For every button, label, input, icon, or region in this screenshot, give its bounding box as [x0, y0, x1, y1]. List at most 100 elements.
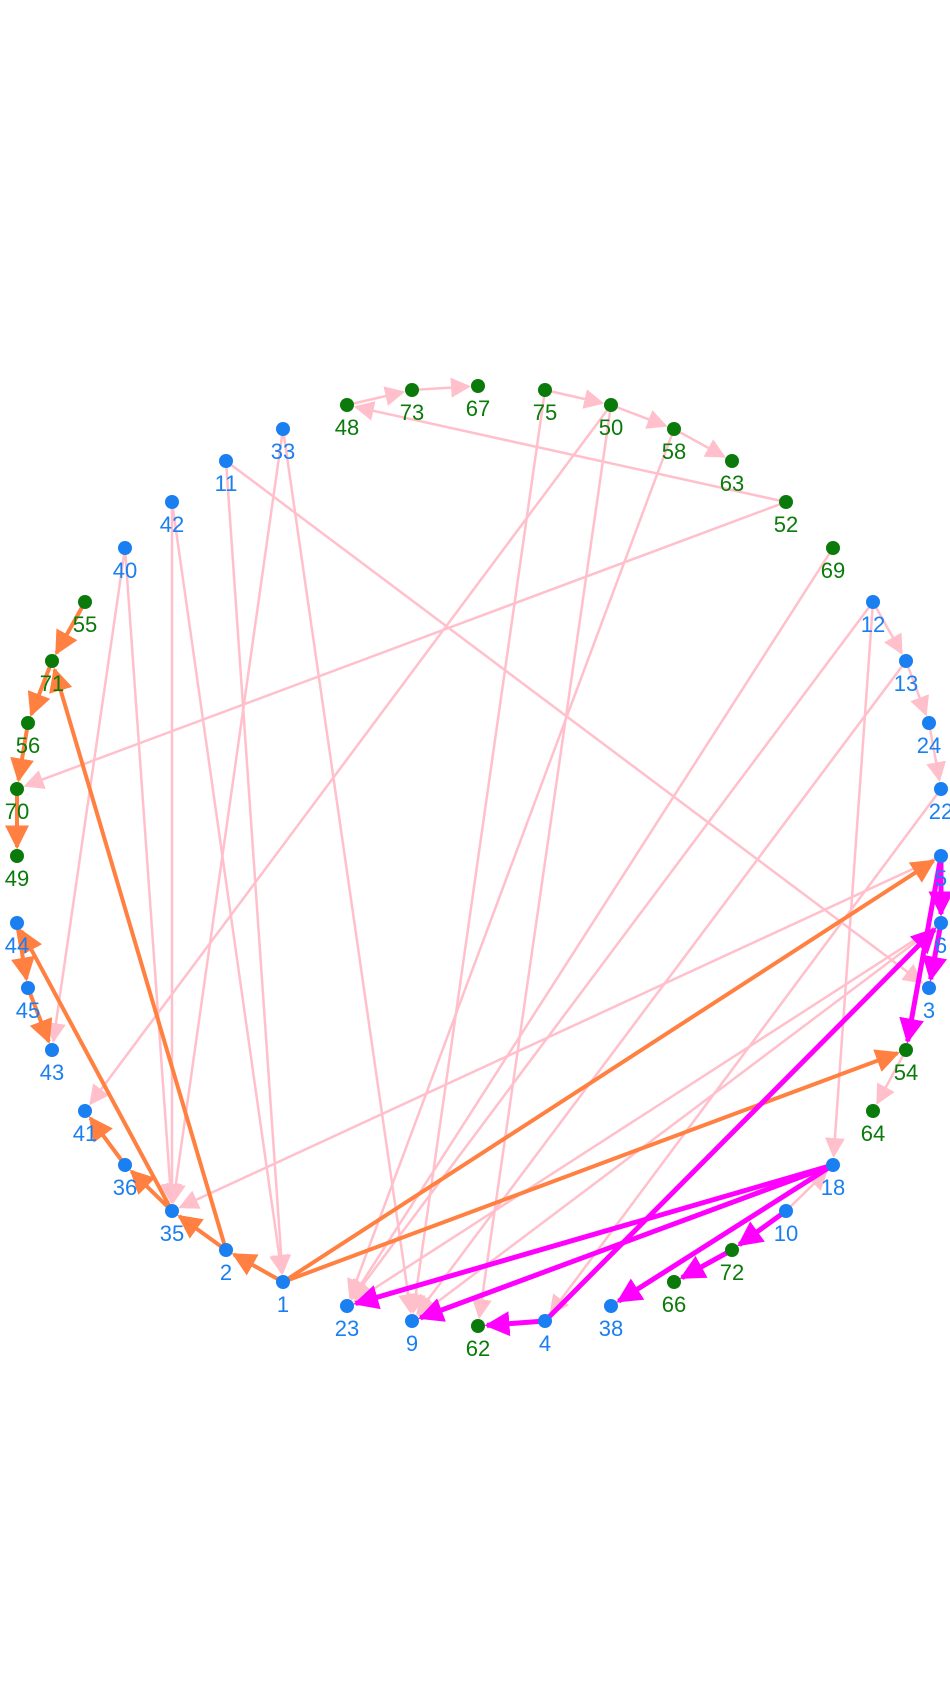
node-24: 24 [917, 716, 941, 758]
edge-12-to-18 [824, 601, 875, 1159]
node-label: 58 [662, 439, 686, 464]
node-label: 6 [935, 933, 947, 958]
node-18: 18 [821, 1158, 845, 1200]
node-9: 9 [405, 1314, 419, 1356]
node-label: 4 [539, 1331, 551, 1356]
edge-6-to-3 [922, 922, 948, 982]
node-dot [934, 782, 948, 796]
edge-6-to-23 [352, 921, 942, 1303]
edge-33-to-35 [165, 428, 285, 1205]
edge-50-to-62 [471, 404, 613, 1320]
node-label: 50 [599, 415, 623, 440]
node-dot [118, 541, 132, 555]
node-40: 40 [113, 541, 137, 583]
node-dot [538, 383, 552, 397]
node-dot [725, 1243, 739, 1257]
node-dot [899, 654, 913, 668]
edge-50-to-41 [89, 404, 613, 1106]
edge-4-to-6 [543, 927, 937, 1323]
node-dot [471, 379, 485, 393]
node-label: 69 [821, 558, 845, 583]
node-64: 64 [861, 1104, 885, 1146]
edge-10-to-72 [737, 1208, 788, 1247]
node-23: 23 [335, 1299, 359, 1341]
edge-6-to-9 [417, 922, 942, 1317]
node-dot [45, 1043, 59, 1057]
node-label: 64 [861, 1121, 885, 1146]
edge-33-to-9 [281, 428, 419, 1315]
node-49: 49 [5, 849, 29, 891]
node-dot [21, 981, 35, 995]
edge-42-to-1 [170, 501, 290, 1276]
edge-1-to-5 [281, 859, 936, 1284]
node-dot [779, 495, 793, 509]
node-dot [165, 495, 179, 509]
edge-54-to-64 [876, 1049, 908, 1105]
edge-24-to-22 [926, 722, 947, 783]
edge-13-to-9 [416, 660, 908, 1316]
node-label: 42 [160, 512, 184, 537]
edge-layer [5, 377, 950, 1337]
node-label: 52 [774, 512, 798, 537]
edge-50-to-58 [610, 403, 668, 429]
node-62: 62 [466, 1319, 490, 1361]
edge-71-to-56 [27, 660, 54, 717]
node-73: 73 [400, 383, 424, 425]
node-58: 58 [662, 422, 686, 464]
node-36: 36 [113, 1158, 137, 1200]
edge-56-to-70 [10, 722, 34, 783]
node-dot [276, 1275, 290, 1289]
node-label: 10 [774, 1221, 798, 1246]
node-label: 13 [894, 671, 918, 696]
node-dot [276, 422, 290, 436]
node-dot [866, 1104, 880, 1118]
node-dot [934, 916, 948, 930]
node-54: 54 [894, 1043, 918, 1085]
node-55: 55 [73, 595, 97, 637]
node-label: 24 [917, 733, 941, 758]
node-66: 66 [662, 1275, 686, 1317]
edge-2-to-71 [49, 667, 228, 1251]
node-5: 5 [934, 849, 948, 891]
edge-5-to-54 [899, 855, 944, 1044]
node-13: 13 [894, 654, 918, 696]
edge-4-to-62 [484, 1311, 546, 1337]
node-label: 5 [935, 866, 947, 891]
node-label: 22 [929, 799, 950, 824]
edge-1-to-2 [231, 1252, 284, 1284]
node-4: 4 [538, 1314, 552, 1356]
edge-18-to-23 [353, 1162, 834, 1310]
node-dot [538, 1314, 552, 1328]
node-71: 71 [40, 654, 64, 696]
node-dot [899, 1043, 913, 1057]
node-dot [826, 541, 840, 555]
edge-11-to-3 [225, 459, 924, 984]
node-dot [667, 1275, 681, 1289]
node-70: 70 [5, 782, 29, 824]
node-dot [667, 422, 681, 436]
node-dot [826, 1158, 840, 1172]
node-42: 42 [160, 495, 184, 537]
edge-18-to-38 [616, 1162, 835, 1304]
node-dot [45, 654, 59, 668]
node-48: 48 [335, 398, 359, 440]
edge-75-to-9 [405, 389, 547, 1315]
edge-12-to-13 [871, 601, 903, 655]
node-dot [219, 454, 233, 468]
edge-13-to-24 [904, 660, 929, 717]
node-52: 52 [774, 495, 798, 537]
edge-2-to-35 [177, 1214, 228, 1252]
edge-40-to-43 [45, 547, 127, 1044]
node-label: 41 [73, 1121, 97, 1146]
node-dot [725, 454, 739, 468]
edge-11-to-1 [224, 460, 292, 1276]
edge-1-to-54 [282, 1049, 900, 1284]
node-41: 41 [73, 1104, 97, 1146]
node-dot [340, 1299, 354, 1313]
edge-36-to-41 [88, 1116, 127, 1167]
edge-48-to-73 [346, 386, 406, 407]
node-10: 10 [774, 1204, 798, 1246]
edge-52-to-70 [23, 500, 787, 789]
node-dot [405, 1314, 419, 1328]
node-dot [78, 595, 92, 609]
